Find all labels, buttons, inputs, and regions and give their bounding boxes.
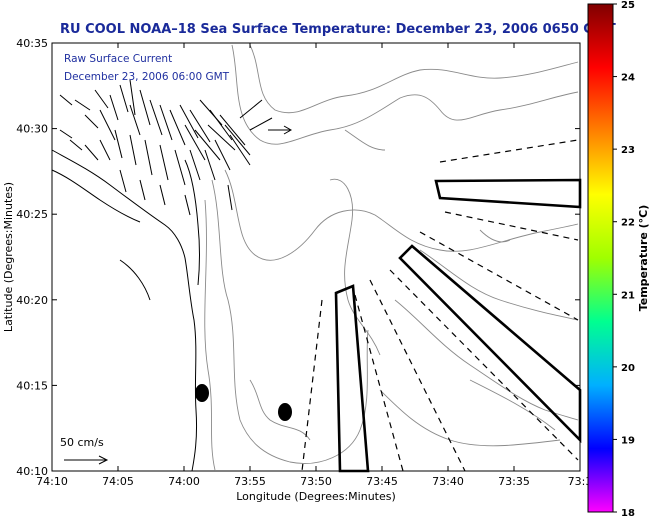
x-axis-label: Longitude (Degrees:Minutes) — [236, 490, 396, 503]
y-axis-ticks: 40:35 40:30 40:25 40:20 40:15 40:10 — [16, 37, 580, 478]
y-axis-label: Latitude (Degrees:Minutes) — [2, 182, 15, 332]
coastline — [51, 149, 200, 472]
colorbar-tick-label: 21 — [621, 290, 635, 301]
colorbar-tick-label: 24 — [621, 73, 635, 84]
mooring-marker — [278, 403, 292, 421]
y-tick-label: 40:30 — [16, 123, 48, 136]
colorbar-tick-label: 25 — [621, 0, 635, 11]
current-vectors — [59, 79, 293, 216]
x-tick-label: 74:10 — [36, 475, 68, 488]
colorbar-tick-label: 20 — [621, 363, 635, 374]
legend-line-2: December 23, 2006 06:00 GMT — [64, 71, 230, 83]
colorbar-label: Temperature (°C) — [637, 205, 650, 312]
plot-frame — [51, 42, 581, 472]
y-tick-label: 40:35 — [16, 37, 48, 50]
y-tick-label: 40:20 — [16, 294, 48, 307]
x-tick-label: 74:00 — [168, 475, 200, 488]
colorbar — [587, 3, 614, 513]
scale-label: 50 cm/s — [60, 436, 104, 449]
colorbar-tick-label: 19 — [621, 435, 635, 446]
x-tick-label: 73:40 — [432, 475, 464, 488]
colorbar-tick-label: 22 — [621, 218, 635, 229]
x-tick-label: 73:35 — [498, 475, 530, 488]
map-title: RU COOL NOAA–18 Sea Surface Temperature:… — [60, 22, 616, 37]
y-tick-label: 40:10 — [16, 465, 48, 478]
y-tick-label: 40:25 — [16, 208, 48, 221]
x-axis-ticks: 74:10 74:05 74:00 73:55 73:50 73:45 73:40 73:35… — [36, 43, 592, 488]
x-tick-label: 73:45 — [366, 475, 398, 488]
colorbar-ticks: 25 24 23 22 21 20 19 18 — [613, 0, 635, 518]
x-tick-label: 73:3 — [568, 475, 593, 488]
mooring-marker — [195, 384, 209, 402]
colorbar-tick-label: 23 — [621, 145, 635, 156]
y-tick-label: 40:15 — [16, 379, 48, 392]
x-tick-label: 74:05 — [102, 475, 134, 488]
legend-line-1: Raw Surface Current — [64, 53, 172, 65]
radar-dashed-lines — [301, 139, 579, 472]
scale-arrow-icon — [64, 455, 109, 465]
x-tick-label: 73:55 — [234, 475, 266, 488]
colorbar-tick-label: 18 — [621, 508, 635, 518]
radar-wedges — [334, 178, 582, 473]
x-tick-label: 73:50 — [300, 475, 332, 488]
